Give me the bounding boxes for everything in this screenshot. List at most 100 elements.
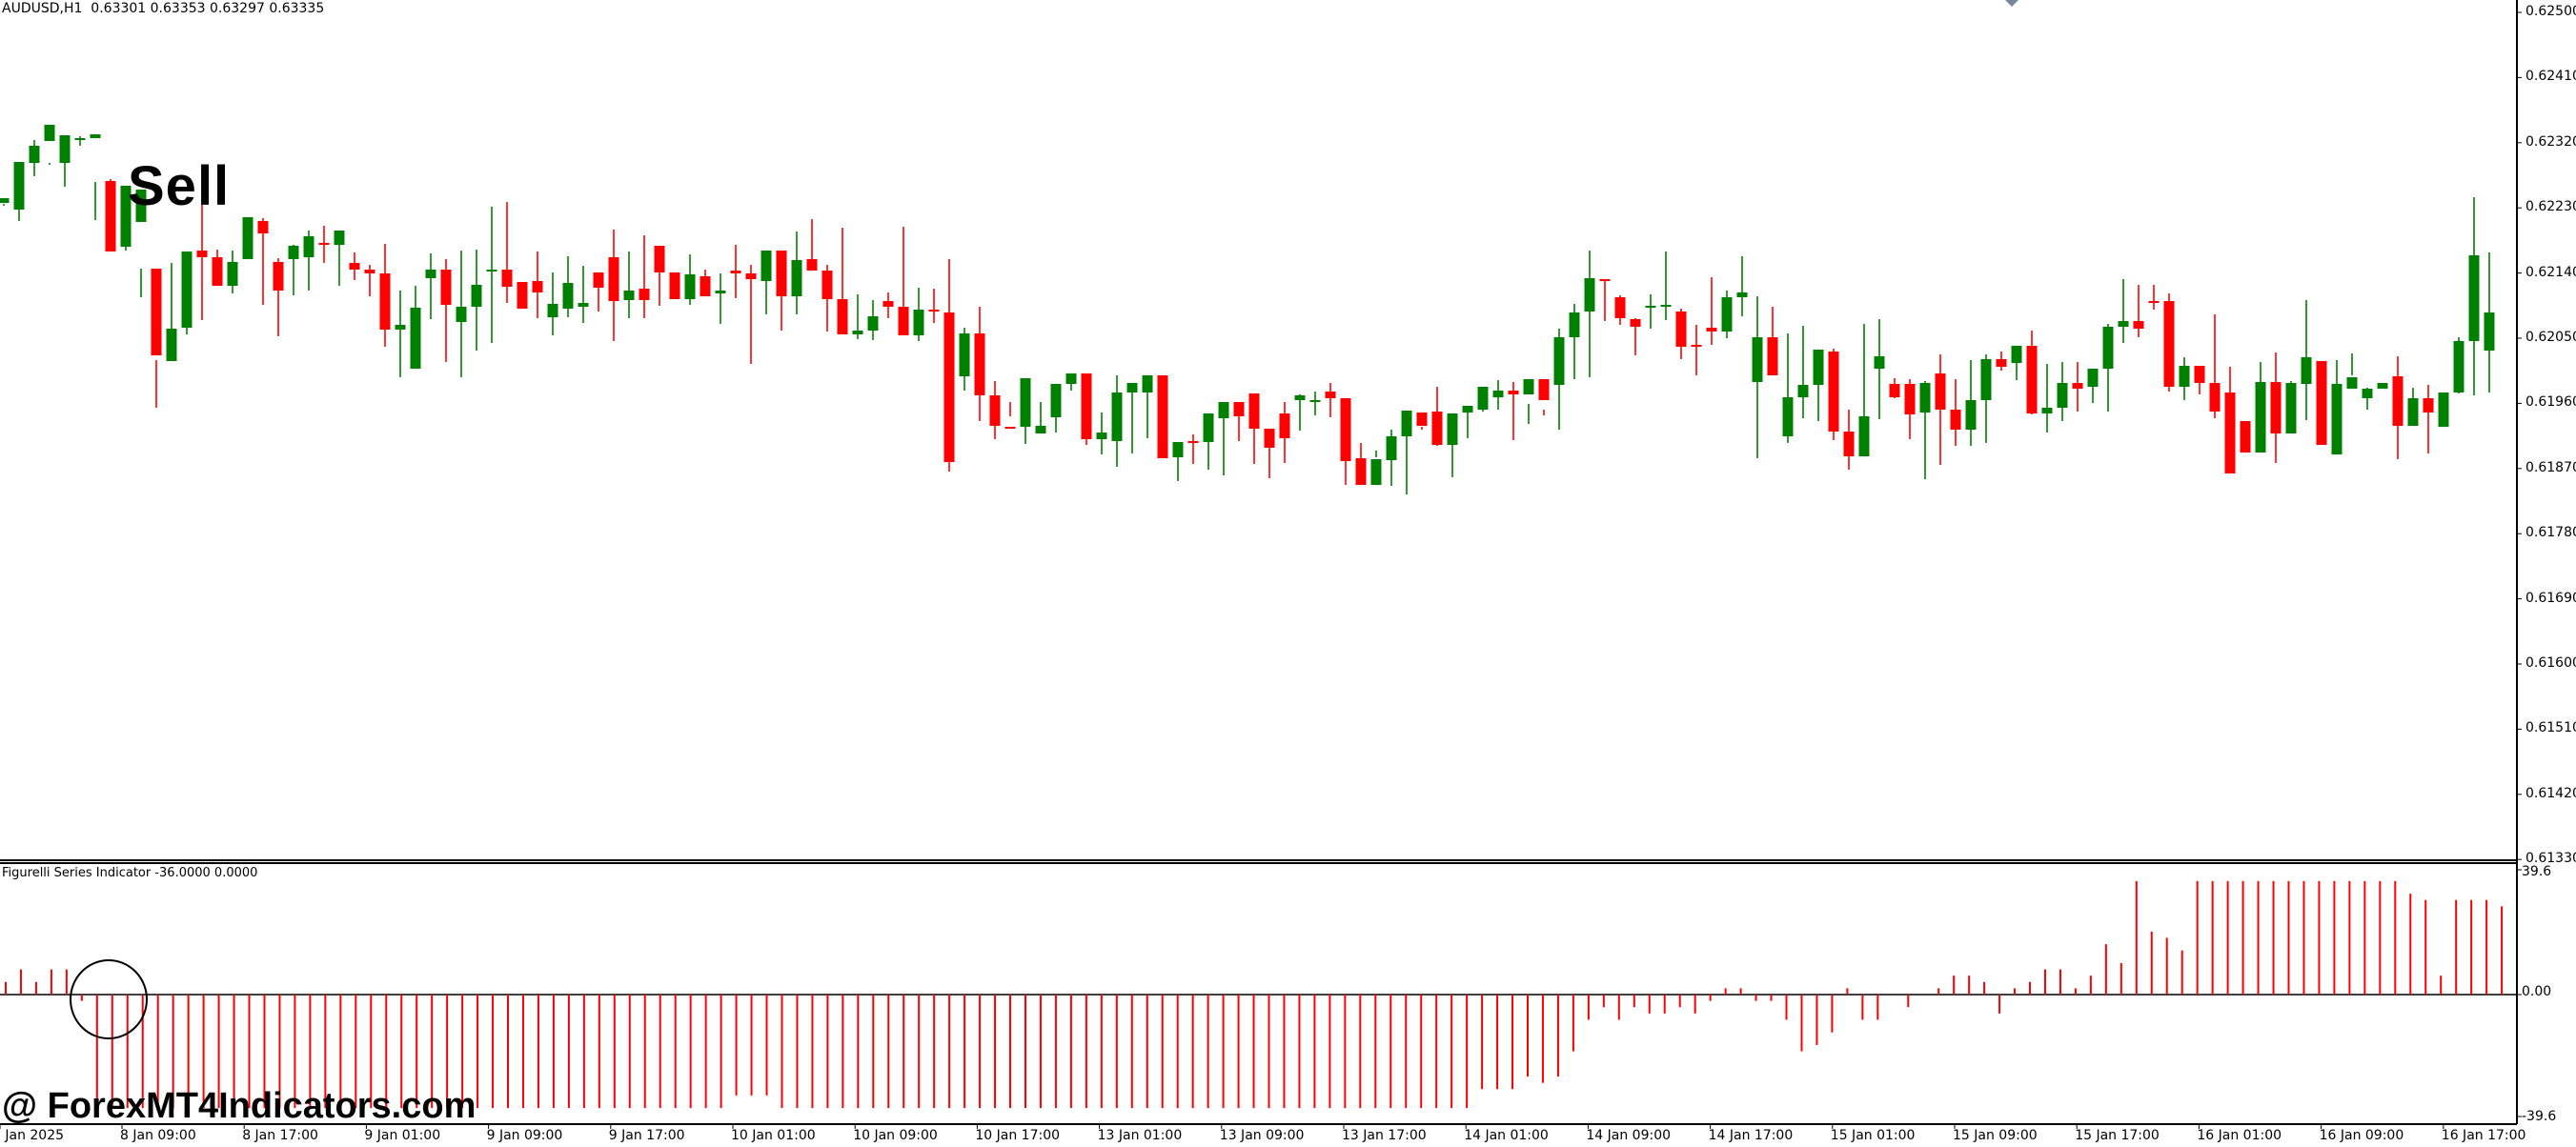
bull-candle-body <box>1462 406 1473 413</box>
bull-candle-body <box>13 162 25 210</box>
indicator-axis-top: 39.6 <box>2522 864 2552 879</box>
bull-candle-body <box>395 325 406 330</box>
price-label: 0.62050 <box>2525 330 2576 345</box>
bull-candle-body <box>1035 426 1046 433</box>
bull-candle-body <box>1096 433 1107 439</box>
price-label: 0.62230 <box>2525 199 2576 215</box>
bull-candle-body <box>0 198 10 203</box>
bull-candle-body <box>1309 400 1321 402</box>
bull-candle-body <box>2179 366 2190 387</box>
bear-candle-body <box>898 307 909 335</box>
bull-candle-body <box>1721 297 1733 332</box>
indicator-label: Figurelli Series Indicator -36.0000 0.00… <box>2 866 258 880</box>
bull-candle-body <box>1447 413 1458 445</box>
bear-candle-body <box>379 273 391 330</box>
bear-candle-body <box>2209 383 2221 412</box>
bear-candle-body <box>517 282 528 309</box>
bear-candle-body <box>1355 458 1367 485</box>
bull-candle-body <box>1386 436 1397 460</box>
bear-candle-body <box>196 251 208 257</box>
bear-candle-body <box>532 281 543 292</box>
time-label: 8 Jan 17:00 <box>242 1128 318 1143</box>
bear-candle-body <box>1157 375 1168 458</box>
time-label: 10 Jan 09:00 <box>853 1128 938 1143</box>
bull-candle-body <box>1172 442 1184 457</box>
bear-candle-body <box>2224 392 2236 473</box>
bull-candle-body <box>2255 382 2266 453</box>
bear-candle-body <box>105 181 116 252</box>
price-label: 0.61960 <box>2525 394 2576 411</box>
bear-candle-body <box>1004 427 1016 429</box>
bull-candle-body <box>2285 383 2297 433</box>
bear-candle-body <box>1264 429 1275 448</box>
price-label: 0.61510 <box>2525 720 2576 736</box>
time-label: 8 Jan 09:00 <box>120 1128 196 1143</box>
indicator-axis-zero: 0.00 <box>2522 984 2552 999</box>
time-label: 9 Jan 01:00 <box>364 1128 441 1143</box>
bull-candle-body <box>1797 385 1809 397</box>
bull-candle-body <box>852 331 863 334</box>
bull-candle-body <box>867 316 879 331</box>
bear-candle-body <box>1279 413 1290 438</box>
time-label: 13 Jan 17:00 <box>1342 1128 1427 1143</box>
bull-candle-body <box>288 246 299 259</box>
bear-candle-body <box>501 270 513 287</box>
time-label: 14 Jan 01:00 <box>1464 1128 1549 1143</box>
time-label: 15 Jan 17:00 <box>2075 1128 2160 1143</box>
bear-candle-body <box>364 270 375 273</box>
bull-candle-body <box>715 291 726 293</box>
bear-candle-body <box>700 276 711 296</box>
bull-candle-body <box>913 310 924 335</box>
bear-candle-body <box>654 246 665 272</box>
bull-candle-body <box>1050 384 1062 417</box>
bull-candle-body <box>2453 341 2464 392</box>
bear-candle-body <box>1904 384 1916 414</box>
bear-candle-body <box>1233 402 1245 416</box>
time-label: 13 Jan 09:00 <box>1219 1128 1305 1143</box>
bear-candle-body <box>151 269 162 355</box>
bull-candle-body <box>2087 369 2099 387</box>
bear-candle-body <box>349 263 360 270</box>
time-label: 14 Jan 09:00 <box>1586 1128 1672 1143</box>
bear-candle-body <box>1996 359 2007 367</box>
bear-candle-body <box>2316 361 2327 445</box>
bull-candle-body <box>242 217 254 259</box>
bull-candle-body <box>2331 384 2343 454</box>
bull-candle-body <box>135 190 147 222</box>
bull-candle-body <box>425 270 436 278</box>
bear-candle-body <box>440 270 452 305</box>
bear-candle-body <box>2072 383 2083 389</box>
bear-candle-body <box>1187 441 1199 443</box>
bear-candle-body <box>318 243 330 245</box>
bull-candle-body <box>1569 312 1580 337</box>
bull-candle-body <box>456 307 467 322</box>
bull-candle-body <box>44 125 55 141</box>
bull-candle-body <box>1203 413 1214 442</box>
bear-candle-body <box>2163 301 2175 387</box>
bull-candle-body <box>1492 391 1504 397</box>
bear-candle-body <box>1889 384 1900 397</box>
bear-candle-body <box>2423 398 2434 413</box>
bear-candle-body <box>1508 391 1519 394</box>
bull-candle-body <box>2011 346 2022 363</box>
time-label: 16 Jan 17:00 <box>2441 1128 2526 1143</box>
bull-candle-body <box>486 270 497 272</box>
bear-candle-body <box>776 251 787 296</box>
bear-candle-body <box>1950 410 1961 430</box>
time-label: 9 Jan 09:00 <box>486 1128 563 1143</box>
bull-candle-body <box>74 138 86 140</box>
bear-candle-body <box>806 259 818 271</box>
price-label: 0.61690 <box>2525 590 2576 606</box>
bear-candle-body <box>1828 352 1839 432</box>
bull-candle-body <box>1218 402 1229 418</box>
bull-candle-body <box>2346 377 2358 389</box>
time-label: 13 Jan 01:00 <box>1097 1128 1183 1143</box>
bull-candle-body <box>761 251 772 281</box>
bull-candle-body <box>471 285 482 307</box>
bear-candle-body <box>943 312 955 462</box>
bear-candle-body <box>212 257 223 286</box>
bull-candle-body <box>1477 387 1489 410</box>
bear-candle-body <box>1843 432 1855 456</box>
bull-candle-body <box>1736 292 1748 297</box>
